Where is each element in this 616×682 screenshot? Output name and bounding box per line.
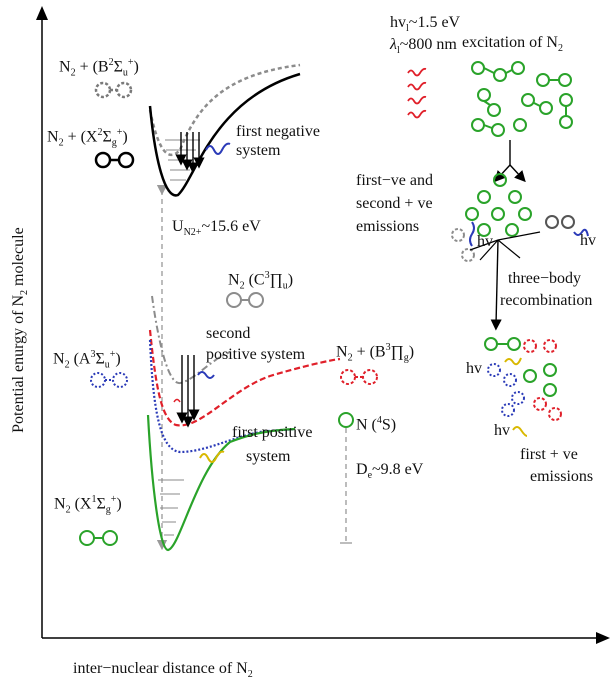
n-atom-label: N (4S)	[356, 415, 397, 434]
first-positive-label-2: system	[246, 448, 291, 465]
dissociation-energy-label: De~9.8 eV	[356, 461, 424, 482]
second-positive-wave	[197, 371, 215, 379]
hv-label-bottom-1: hv	[466, 360, 482, 377]
first-negative-label-2: system	[236, 142, 281, 159]
emission-molecules	[451, 173, 575, 262]
first-negative-label-1: first negative	[236, 123, 320, 140]
b2-state-label: N2 + (B2Σu+)	[59, 57, 139, 79]
first-ve-label-1: first + ve	[520, 446, 578, 463]
first-positive-label-1: first positive	[232, 424, 313, 441]
y-axis-label: Potential enurgy of N2 molecule	[9, 227, 31, 433]
b2-molecule-icon	[94, 81, 133, 99]
a3-molecule-icon	[90, 372, 128, 388]
recombination-label: recombination	[500, 292, 593, 309]
x2-state-curve	[148, 72, 301, 197]
x-axis-arrow	[596, 632, 610, 644]
b2-state-curve	[148, 63, 301, 157]
x-axis-label: inter−nuclear distance of N2	[73, 660, 253, 681]
a3-state-curve	[148, 339, 296, 454]
recombination-wave-1	[504, 357, 522, 366]
axes	[36, 6, 610, 644]
x1-state-curve	[146, 414, 296, 552]
three-body-label: three−body	[508, 270, 581, 287]
c3-state-curve	[151, 295, 231, 384]
recombination-wave-2	[512, 426, 528, 437]
first-positive-wave-2	[173, 398, 181, 403]
first-ve-label-2: emissions	[530, 468, 594, 485]
first-positive-wave	[199, 450, 225, 463]
second-positive-label-2: positive system	[206, 346, 306, 363]
recombined-molecules	[484, 337, 562, 421]
laser-waves	[407, 67, 427, 119]
b3-molecule-icon	[340, 369, 378, 385]
c3-state-label: N2 (C3∏u)	[228, 270, 294, 292]
emission-wave-left	[469, 221, 475, 247]
x1-state-label: N2 (X1Σg+)	[54, 494, 122, 516]
c3-molecule-icon	[226, 292, 264, 308]
hv-label-bottom-2: hv	[494, 422, 510, 439]
laser-wavelength-label: λl~800 nm	[390, 36, 457, 57]
ionization-energy-label: UN2+~15.6 eV	[172, 218, 261, 239]
excited-molecules	[471, 61, 573, 137]
b3-state-curve	[148, 329, 341, 427]
emission-wave-right	[573, 228, 589, 237]
excitation-label: excitation of N2	[462, 34, 563, 55]
hv-label-left: hv	[477, 233, 493, 250]
second-positive-transitions	[176, 355, 200, 428]
emissions-label-3: emissions	[356, 218, 420, 235]
x1-molecule-icon	[79, 530, 118, 546]
y-axis-arrow	[36, 6, 48, 20]
hv-label-right: hv	[580, 232, 596, 249]
emissions-label-1: first−ve and	[356, 172, 433, 189]
laser-energy-label: hvl~1.5 eV	[390, 14, 461, 35]
b3-state-label: N2 + (B3∏g)	[336, 342, 415, 364]
n-atom-icon	[338, 412, 354, 428]
x2-molecule-icon	[94, 151, 135, 169]
guide-lines	[156, 184, 352, 551]
ground-vibrational-levels	[158, 479, 184, 536]
emissions-label-2: second + ve	[356, 195, 433, 212]
x2-state-label: N2 + (X2Σg+)	[47, 127, 128, 149]
first-negative-transitions	[175, 132, 205, 174]
a3-state-label: N2 (A3Σu+)	[53, 349, 121, 371]
first-negative-wave	[205, 142, 231, 155]
second-positive-label-1: second	[206, 325, 251, 342]
process-arrows	[490, 140, 526, 331]
